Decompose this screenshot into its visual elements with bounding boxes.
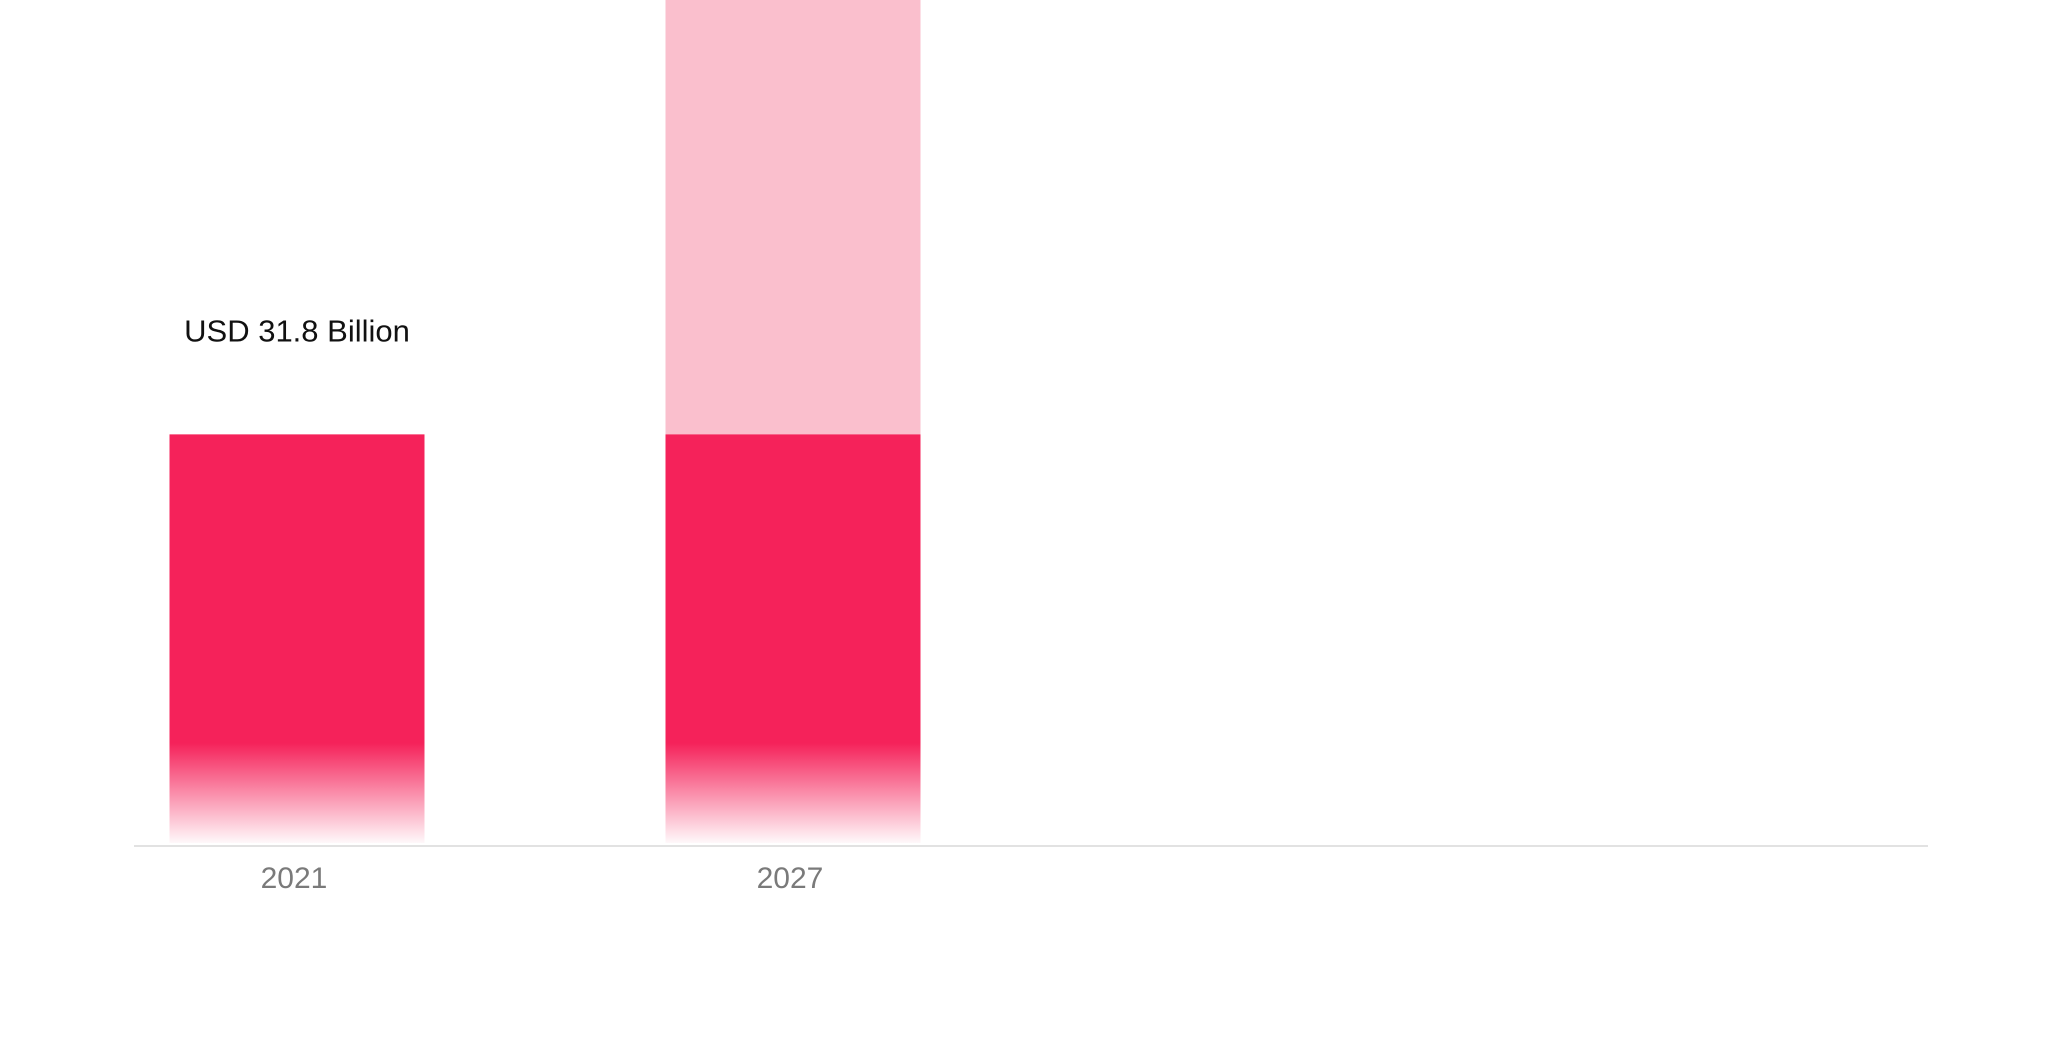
bar-base-segment-2021: [169, 434, 425, 743]
labels-layer: USD 31.8 Billion2021USD 71.6 Billion2027: [184, 313, 824, 895]
data-label-2021: USD 31.8 Billion: [184, 313, 410, 348]
bar-fade-segment-2021: [169, 743, 425, 843]
x-tick-label-2021: 2021: [261, 862, 328, 895]
bar-base-segment-2027: [665, 434, 921, 743]
bar-growth-segment-2027: [665, 0, 921, 435]
bar-2021: [169, 434, 425, 843]
bar-2027: [665, 0, 921, 843]
bars-layer: [169, 0, 921, 843]
bar-fade-segment-2027: [665, 743, 921, 843]
x-tick-label-2027: 2027: [757, 862, 824, 895]
